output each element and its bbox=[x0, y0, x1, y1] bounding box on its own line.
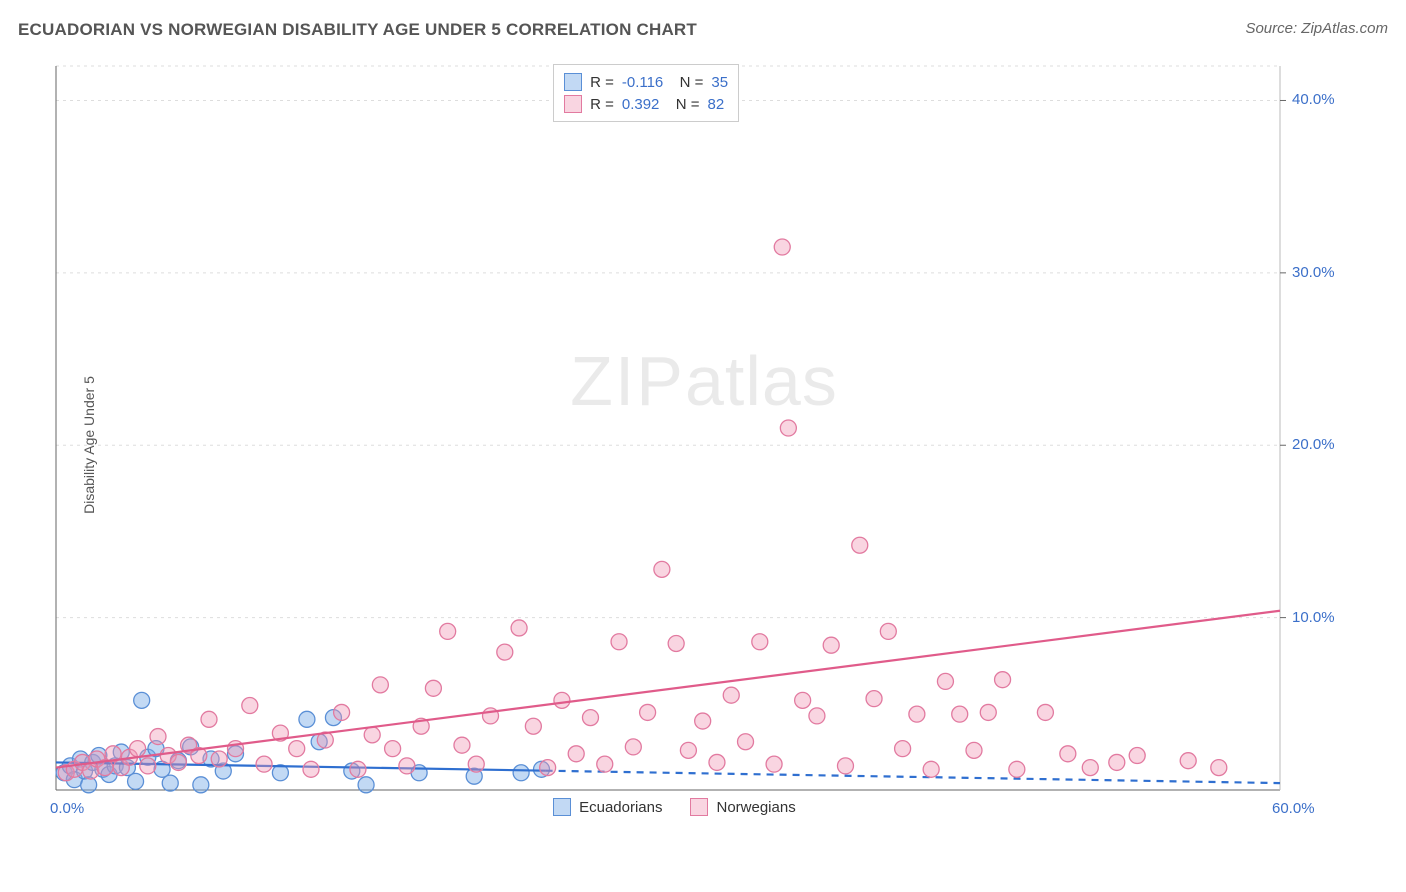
source-attribution: Source: ZipAtlas.com bbox=[1245, 20, 1388, 37]
legend-swatch-icon bbox=[553, 798, 571, 816]
stats-r-label: R = bbox=[590, 96, 614, 113]
x-tick-label: 0.0% bbox=[50, 800, 84, 817]
stats-r-value: -0.116 bbox=[622, 74, 663, 91]
correlation-stats-box: R = -0.116 N = 35R = 0.392 N = 82 bbox=[553, 64, 739, 122]
stats-n-label: N = bbox=[667, 96, 699, 113]
legend-item-norwegians: Norwegians bbox=[690, 798, 795, 816]
legend-item-ecuadorians: Ecuadorians bbox=[553, 798, 662, 816]
stats-swatch-icon bbox=[564, 73, 582, 91]
stats-n-value: 82 bbox=[708, 96, 725, 113]
stats-n-label: N = bbox=[671, 74, 703, 91]
chart-header: ECUADORIAN VS NORWEGIAN DISABILITY AGE U… bbox=[18, 20, 1388, 48]
scatter-plot bbox=[50, 60, 1340, 830]
gridlines bbox=[56, 66, 1280, 618]
stats-row-norwegians: R = 0.392 N = 82 bbox=[564, 93, 728, 115]
chart-title: ECUADORIAN VS NORWEGIAN DISABILITY AGE U… bbox=[18, 20, 697, 39]
chart-area: Disability Age Under 5 ZIPatlas R = -0.1… bbox=[50, 60, 1340, 830]
legend-bottom: Ecuadorians Norwegians bbox=[553, 798, 796, 816]
legend-swatch-icon bbox=[690, 798, 708, 816]
stats-r-label: R = bbox=[590, 74, 614, 91]
stats-swatch-icon bbox=[564, 95, 582, 113]
series-norwegians bbox=[56, 239, 1280, 781]
stats-row-ecuadorians: R = -0.116 N = 35 bbox=[564, 71, 728, 93]
x-tick-label: 60.0% bbox=[1272, 800, 1315, 817]
stats-r-value: 0.392 bbox=[622, 96, 660, 113]
y-tick-label: 30.0% bbox=[1292, 264, 1335, 281]
y-tick-label: 20.0% bbox=[1292, 436, 1335, 453]
stats-n-value: 35 bbox=[711, 74, 728, 91]
legend-label: Ecuadorians bbox=[579, 799, 662, 816]
legend-label: Norwegians bbox=[716, 799, 795, 816]
y-tick-label: 10.0% bbox=[1292, 609, 1335, 626]
y-tick-label: 40.0% bbox=[1292, 91, 1335, 108]
